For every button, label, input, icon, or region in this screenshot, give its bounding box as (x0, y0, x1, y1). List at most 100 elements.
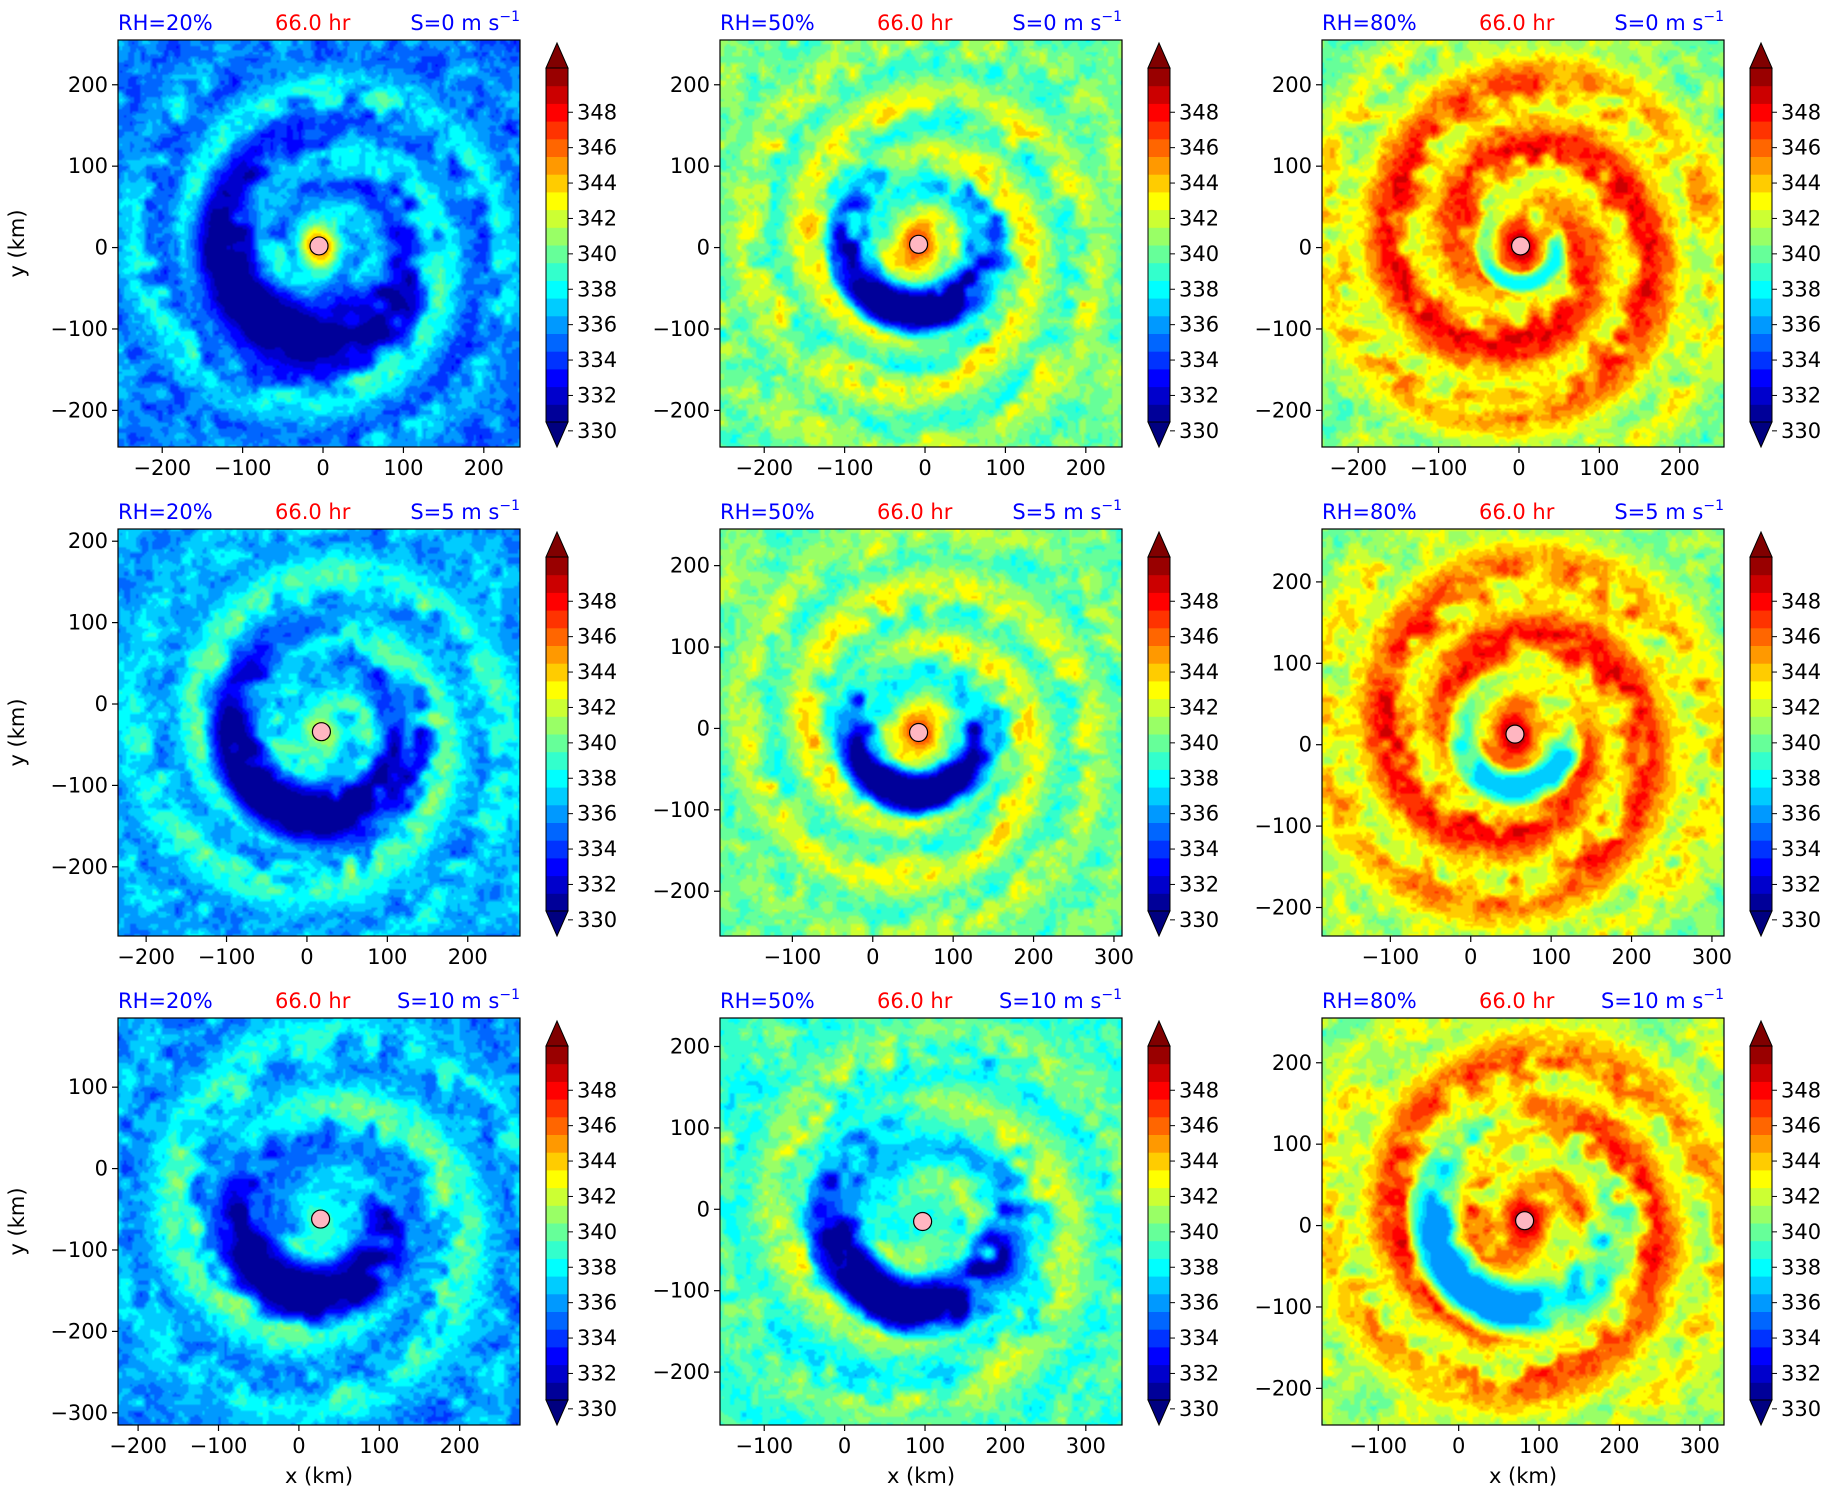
colorbar-level (1750, 716, 1772, 735)
colorbar-level (1750, 857, 1772, 877)
colorbar-level (1148, 1346, 1170, 1366)
y-axis-label: y (km) (5, 1187, 29, 1255)
colorbar-frame (1147, 1045, 1171, 1401)
colorbar-extend-min (1749, 421, 1773, 449)
x-tick-label: 100 (383, 456, 423, 480)
colorbar-level (1750, 1293, 1772, 1312)
rh-label: RH=80% (1322, 989, 1417, 1013)
colorbar-level (1750, 1223, 1772, 1242)
colorbar-level (546, 68, 568, 87)
colorbar-level (1750, 1364, 1772, 1383)
y-tick-label: 0 (1299, 733, 1312, 757)
storm-center-marker (908, 234, 929, 254)
shear-label: S=5 m s−1 (1614, 498, 1724, 524)
colorbar-tick-label: 346 (577, 625, 617, 649)
colorbar-level (1148, 716, 1170, 735)
colorbar-level (1148, 333, 1170, 352)
plot-frame (117, 39, 521, 448)
colorbar-level (546, 245, 568, 264)
x-tick-label: −200 (133, 456, 191, 480)
colorbar-extend-min (545, 910, 569, 938)
colorbar-frame (1749, 556, 1773, 912)
x-tick-label: 200 (464, 456, 504, 480)
colorbar-level (546, 1046, 568, 1065)
colorbar-extend-max (1147, 530, 1171, 558)
colorbar-level (1148, 245, 1170, 264)
y-tick-label: −200 (1254, 398, 1312, 422)
colorbar-tick-label: 342 (1781, 206, 1821, 230)
plot-frame (1321, 1017, 1725, 1426)
colorbar-level (546, 1258, 568, 1277)
colorbar-level (1148, 1046, 1170, 1065)
colorbar-level (546, 1099, 568, 1118)
colorbar-level (546, 191, 568, 211)
colorbar-tick-label: 334 (577, 348, 617, 372)
colorbar-level (1750, 1187, 1772, 1206)
colorbar-level (1148, 85, 1170, 104)
colorbar-level (1750, 85, 1772, 104)
colorbar-tick-label: 344 (1179, 660, 1219, 684)
colorbar-level (1148, 351, 1170, 370)
colorbar-level (546, 315, 568, 334)
x-tick-label: 200 (448, 945, 488, 969)
colorbar-level (1750, 557, 1772, 576)
storm-center-marker (309, 236, 329, 256)
colorbar-tick-label: 346 (1179, 136, 1219, 160)
colorbar-level (1750, 734, 1772, 753)
colorbar-level (546, 368, 568, 388)
x-tick-label: 100 (905, 1434, 945, 1458)
colorbar: 330 332 334 336 338 340 342 344 346 348 (1749, 41, 1821, 449)
colorbar-tick-label: 332 (577, 1361, 617, 1385)
panel-svg: RH=20% 66.0 hr S=0 m s−1 −200 −100 0 100 200 −20… (5, 9, 617, 480)
y-tick-label: 0 (1299, 1214, 1312, 1238)
x-axis-label: x (km) (887, 1464, 955, 1488)
y-tick-label: −100 (1254, 814, 1312, 838)
colorbar-level (546, 698, 568, 717)
colorbar-level (1148, 1187, 1170, 1206)
colorbar-level (546, 1205, 568, 1224)
colorbar-tick-label: 336 (577, 313, 617, 337)
storm-center-marker (311, 1209, 331, 1229)
colorbar-level (1148, 1116, 1170, 1135)
colorbar-tick-label: 348 (577, 1078, 617, 1102)
time-label: 66.0 hr (275, 989, 351, 1013)
y-tick-label: −200 (50, 855, 108, 879)
colorbar-tick-label: 340 (577, 731, 617, 755)
colorbar-level (1148, 1364, 1170, 1383)
y-tick-label: −100 (652, 317, 710, 341)
panel-svg: RH=50% 66.0 hr S=10 m s−1 −100 0 100 200 300 −20… (652, 987, 1219, 1488)
colorbar-level (1750, 156, 1772, 175)
colorbar-tick-label: 340 (1781, 731, 1821, 755)
rh-label: RH=20% (118, 500, 213, 524)
colorbar-tick-label: 334 (1781, 1326, 1821, 1350)
colorbar-tick-label: 344 (577, 1149, 617, 1173)
x-tick-label: 200 (1660, 456, 1700, 480)
y-tick-label: 0 (95, 236, 108, 260)
colorbar-extend-min (1147, 421, 1171, 449)
colorbar-level (546, 227, 568, 246)
panel-2: RH=50% 66.0 hr S=0 m s−1 −200 −100 0 100 200 −20… (602, 0, 1219, 500)
colorbar-extend-min (545, 1399, 569, 1427)
colorbar-tick-label: 348 (1781, 1078, 1821, 1102)
time-label: 66.0 hr (1479, 989, 1555, 1013)
colorbar-tick-label: 346 (1781, 1114, 1821, 1138)
panel-svg: RH=20% 66.0 hr S=5 m s−1 −200 −100 0 100 200 −20… (5, 498, 617, 969)
panel-5: RH=50% 66.0 hr S=5 m s−1 −100 0 100 200 300 −200… (602, 489, 1219, 989)
colorbar-level (1148, 1329, 1170, 1348)
colorbar-level (546, 1364, 568, 1383)
colorbar-level (1750, 1134, 1772, 1153)
colorbar-tick-label: 348 (1781, 589, 1821, 613)
panel-svg: RH=50% 66.0 hr S=5 m s−1 −100 0 100 200 300 −200… (652, 498, 1219, 969)
colorbar-level (1750, 262, 1772, 281)
y-tick-label: −200 (652, 398, 710, 422)
colorbar-level (546, 386, 568, 405)
x-tick-label: −200 (109, 1434, 167, 1458)
colorbar-level (546, 1134, 568, 1153)
colorbar-tick-label: 338 (1179, 766, 1219, 790)
colorbar-tick-label: 336 (577, 802, 617, 826)
colorbar-level (1148, 1063, 1170, 1082)
colorbar-level (1148, 610, 1170, 629)
panel-6: RH=80% 66.0 hr S=5 m s−1 −100 0 100 200 300 −200… (1204, 489, 1821, 989)
x-tick-label: 100 (985, 456, 1025, 480)
colorbar-tick-label: 330 (577, 419, 617, 443)
